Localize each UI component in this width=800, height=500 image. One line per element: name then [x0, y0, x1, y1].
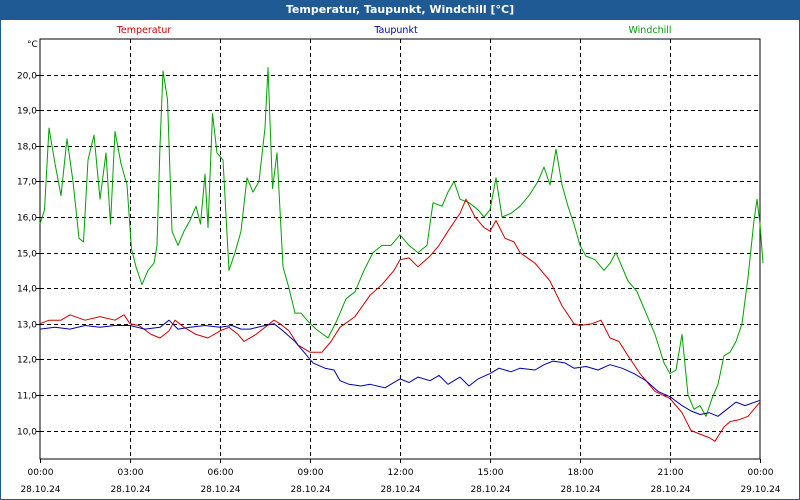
- x-tick-date: 28.10.24: [20, 485, 60, 495]
- x-tick-date: 28.10.24: [650, 485, 690, 495]
- x-tick-time: 06:00: [208, 468, 234, 478]
- x-tick-time: 15:00: [478, 468, 504, 478]
- x-tick-date: 28.10.24: [380, 485, 420, 495]
- legend: Temperatur Taupunkt Windchill: [116, 25, 672, 36]
- y-tick-label: 18,0: [17, 143, 37, 153]
- x-tick-date: 28.10.24: [200, 485, 240, 495]
- legend-temperatur: Temperatur: [116, 25, 172, 36]
- y-tick-label: 19,0: [17, 107, 37, 117]
- x-tick-time: 00:00: [748, 468, 774, 478]
- legend-windchill: Windchill: [628, 25, 671, 36]
- x-tick-date: 28.10.24: [290, 485, 330, 495]
- x-tick-date: 28.10.24: [110, 485, 150, 495]
- x-tick-date: 29.10.24: [740, 485, 780, 495]
- y-tick-label: 16,0: [17, 214, 37, 224]
- x-tick-time: 03:00: [118, 468, 144, 478]
- window-title: Temperatur, Taupunkt, Windchill [°C]: [285, 3, 515, 16]
- y-tick-label: 20,0: [17, 72, 37, 82]
- x-tick-time: 21:00: [658, 468, 684, 478]
- series-line-temperatur: [39, 198, 761, 442]
- x-tick-time: 00:00: [28, 468, 54, 478]
- y-tick-label: 12,0: [17, 356, 37, 366]
- x-tick-time: 09:00: [298, 468, 324, 478]
- x-tick-time: 12:00: [388, 468, 414, 478]
- series-lines: [39, 67, 764, 442]
- series-line-windchill: [39, 67, 764, 417]
- y-tick-label: 17,0: [17, 178, 37, 188]
- legend-taupunkt: Taupunkt: [373, 25, 418, 36]
- x-tick-date: 28.10.24: [560, 485, 600, 495]
- y-axis-ticks: 10,0 11,0 12,0 13,0 14,0 15,0 16,0 17,0 18,0 19,0…: [17, 72, 40, 438]
- x-tick-date: 28.10.24: [470, 485, 510, 495]
- y-tick-label: 14,0: [17, 285, 37, 295]
- series-line-taupunkt: [39, 319, 761, 417]
- y-tick-label: 11,0: [17, 392, 37, 402]
- x-tick-time: 18:00: [568, 468, 594, 478]
- y-tick-label: 15,0: [17, 250, 37, 260]
- y-tick-label: 10,0: [17, 428, 37, 438]
- grid: [40, 39, 760, 459]
- x-axis-ticks: 00:00 28.10.24 03:00 28.10.24 06:00 28.10.24 0…: [20, 459, 781, 495]
- window-title-bar: Temperatur, Taupunkt, Windchill [°C]: [0, 0, 800, 19]
- y-axis-unit: °C: [27, 40, 38, 50]
- y-tick-label: 13,0: [17, 321, 37, 331]
